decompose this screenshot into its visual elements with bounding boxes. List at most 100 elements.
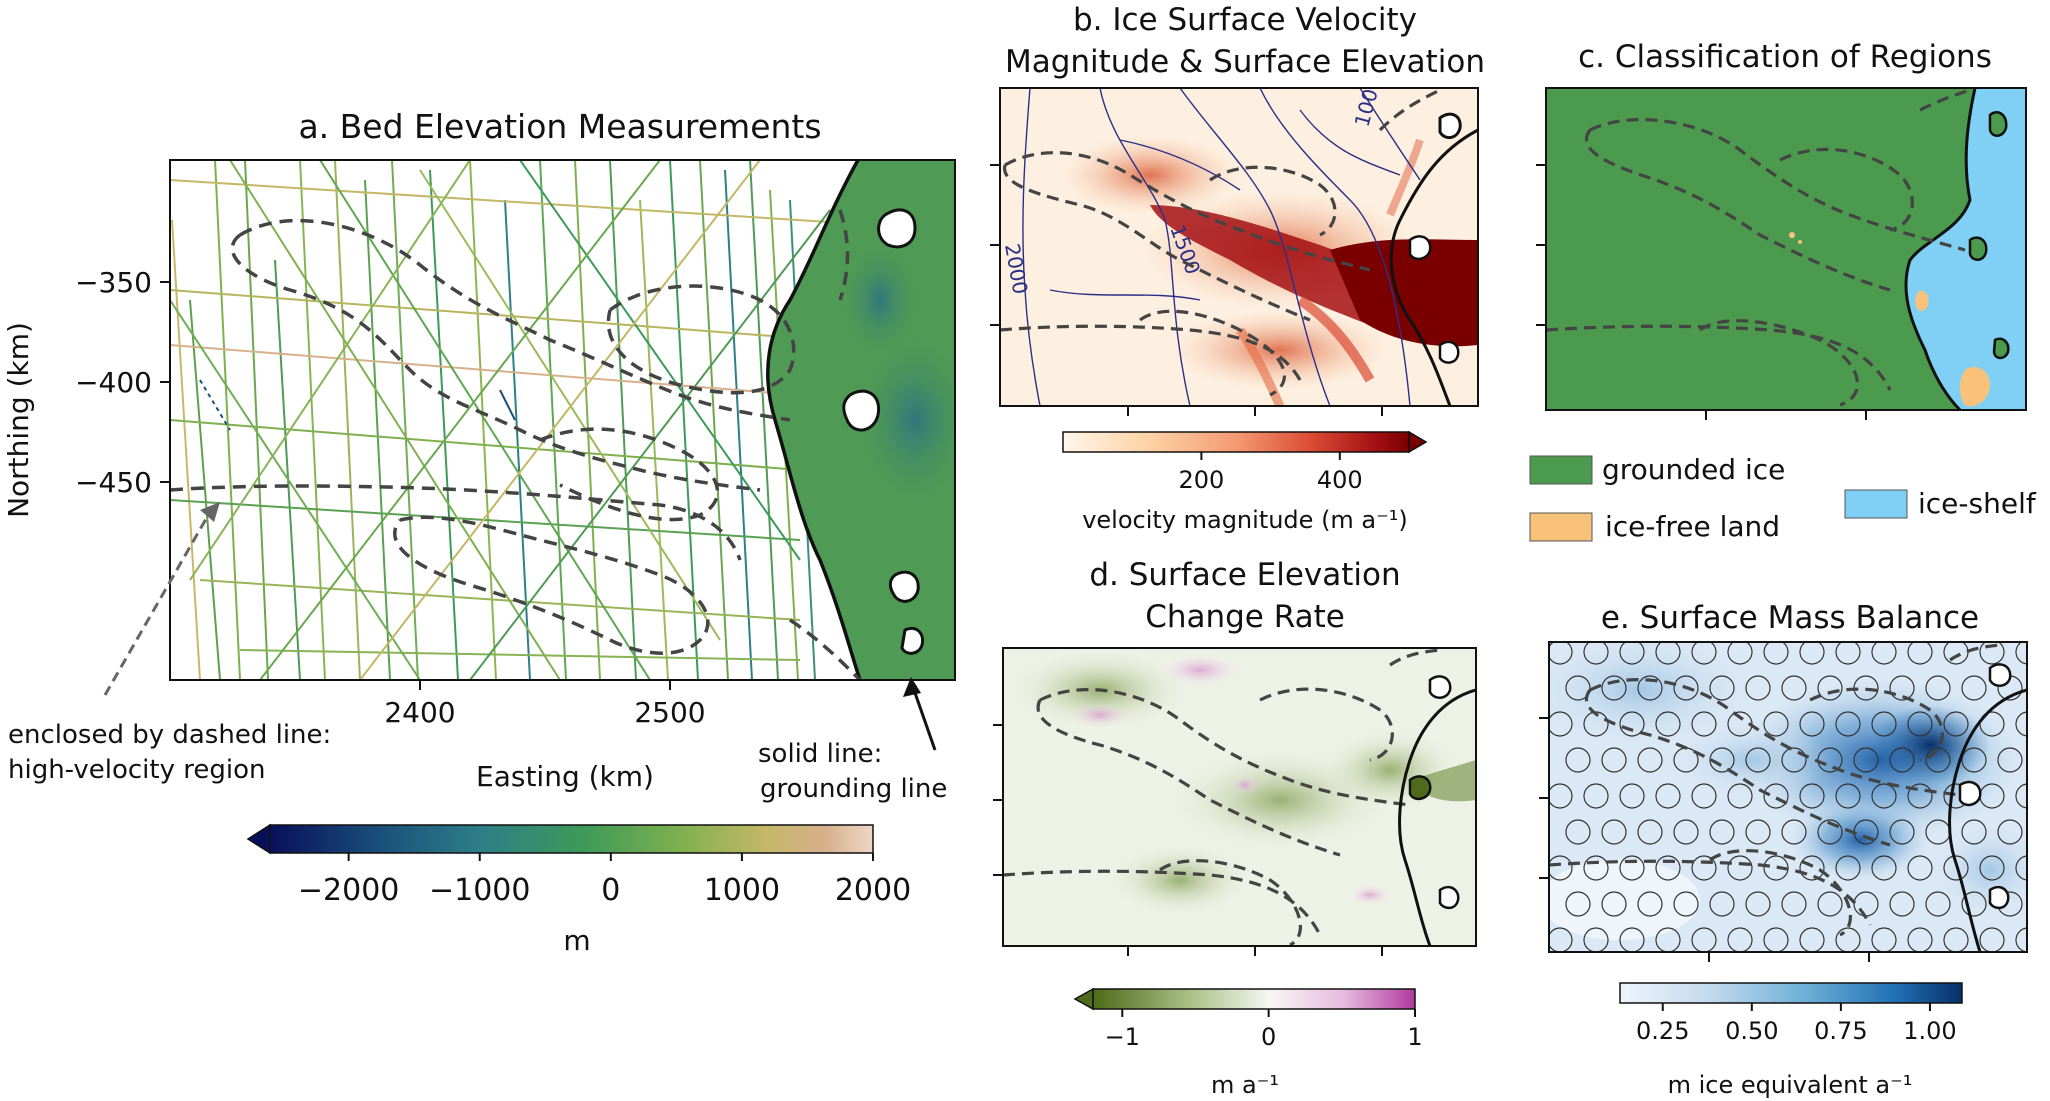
smb-station-marker <box>1997 747 2023 773</box>
smb-station-marker <box>1655 642 1681 665</box>
panel-b: b. Ice Surface Velocity Magnitude & Surf… <box>990 2 1485 534</box>
smb-station-marker <box>2034 676 2050 700</box>
colorbar-tick-label: 0.50 <box>1725 1017 1778 1045</box>
colorbar-tick-label: 0.75 <box>1814 1017 1867 1045</box>
smb-station-marker <box>1817 819 1843 845</box>
smb-station-marker <box>1799 642 1825 665</box>
surface-elevation-contours <box>1022 88 1421 406</box>
smb-station-marker <box>1871 642 1897 665</box>
annotation-high-velocity: enclosed by dashed line: high-velocity r… <box>8 502 331 785</box>
smb-station-marker <box>1763 927 1789 952</box>
smb-station-marker <box>1835 927 1861 952</box>
panel-b-title-line1: b. Ice Surface Velocity <box>1073 2 1417 38</box>
panel-e-colorbar: 0.25 0.50 0.75 1.00 m ice equivalent a⁻¹ <box>1619 982 1963 1099</box>
annotation-high-velocity-line2: high-velocity region <box>8 755 265 785</box>
nunatak <box>877 208 917 249</box>
smb-station-marker <box>1691 927 1717 952</box>
panel-b-map: 1000 1500 2000 <box>1000 88 1478 406</box>
colorbar-tick-label: 1 <box>1407 1023 1422 1051</box>
smb-station-marker <box>1709 819 1735 845</box>
colorbar-tick-label: 2000 <box>835 873 911 908</box>
smb-station-marker <box>1691 711 1717 737</box>
legend-swatch-ice-shelf <box>1844 489 1908 519</box>
panel-a-colorbar: −2000 −1000 0 1000 2000 m <box>246 823 911 957</box>
smb-station-marker <box>1817 675 1843 701</box>
panel-b-ticks <box>990 164 1383 416</box>
smb-station-marker <box>1979 927 2005 952</box>
panel-d-ticks <box>993 724 1383 956</box>
smb-station-marker <box>1781 891 1807 917</box>
smb-station-marker <box>1763 783 1789 809</box>
smb-station-marker <box>1549 642 1573 665</box>
legend-label-grounded-ice: grounded ice <box>1602 453 1785 486</box>
smb-station-marker <box>1673 891 1699 917</box>
smb-station-marker <box>1943 711 1969 737</box>
smb-station-marker <box>1549 855 1573 881</box>
smb-station-marker <box>1655 855 1681 881</box>
annotation-high-velocity-line1: enclosed by dashed line: <box>8 720 331 750</box>
smb-stations <box>1549 642 2050 952</box>
smb-station-marker <box>1889 819 1915 845</box>
smb-station-marker <box>2034 748 2050 772</box>
smb-station-marker <box>1907 783 1933 809</box>
panel-a-xlabel: Easting (km) <box>476 760 654 793</box>
smb-station-marker <box>1709 747 1735 773</box>
smb-station-marker <box>1727 855 1753 881</box>
smb-station-marker <box>1673 819 1699 845</box>
smb-station-marker <box>1619 855 1645 881</box>
annotation-grounding-line: solid line: grounding line <box>758 677 947 804</box>
smb-station-marker <box>1979 855 2005 881</box>
smb-station-marker <box>1961 747 1987 773</box>
smb-station-marker <box>1745 819 1771 845</box>
panel-c-frame <box>1545 87 2027 411</box>
smb-station-marker <box>2015 783 2027 809</box>
smb-station-marker <box>1619 711 1645 737</box>
smb-station-marker <box>1565 675 1591 701</box>
ice-shelf-region <box>1905 88 2026 410</box>
smb-station-marker <box>1601 675 1627 701</box>
smb-station-marker <box>1781 747 1807 773</box>
panel-c: c. Classification of Regions <box>1529 39 2037 543</box>
colorbar-tick-label: 1.00 <box>1903 1017 1956 1045</box>
high-velocity-outline <box>1546 88 1971 407</box>
smb-station-marker <box>1601 891 1627 917</box>
panel-b-frame <box>999 87 1479 407</box>
smb-station-marker <box>1961 819 1987 845</box>
panel-a-xticks: 2400 2500 <box>384 680 706 729</box>
smb-station-marker <box>2015 855 2027 881</box>
smb-station-marker <box>1961 675 1987 701</box>
panel-d-title-line2: Change Rate <box>1145 599 1345 635</box>
smb-station-marker <box>1601 819 1627 845</box>
panel-a-ylabel: Northing (km) <box>2 322 35 518</box>
smb-station-marker <box>1709 675 1735 701</box>
smb-station-marker <box>1763 711 1789 737</box>
smb-station-marker <box>1619 642 1645 665</box>
legend-item-ice-free-land: ice-free land <box>1529 510 1780 543</box>
panel-e-ticks <box>1539 717 1870 962</box>
smb-station-marker <box>1745 747 1771 773</box>
smb-station-marker <box>1637 819 1663 845</box>
smb-station-marker <box>1655 927 1681 952</box>
smb-station-marker <box>1727 783 1753 809</box>
smb-station-marker <box>1907 711 1933 737</box>
panel-b-title-line2: Magnitude & Surface Elevation <box>1005 44 1485 80</box>
smb-station-marker <box>1709 891 1735 917</box>
smb-station-marker <box>1655 783 1681 809</box>
panel-e-colorbar-label: m ice equivalent a⁻¹ <box>1668 1071 1913 1099</box>
nunatak <box>842 389 881 432</box>
panel-e-title: e. Surface Mass Balance <box>1601 600 1979 636</box>
nunatak <box>900 626 925 655</box>
colorbar-tick-label: 0 <box>601 873 620 908</box>
panel-a-frame <box>169 159 956 681</box>
panel-d: d. Surface Elevation Change Rate <box>993 557 1477 1099</box>
colorbar-tick-label: 200 <box>1178 466 1224 494</box>
panel-a: a. Bed Elevation Measurements <box>2 107 956 957</box>
panel-a-colorbar-label: m <box>563 924 590 957</box>
colorbar-tick-label: 1000 <box>704 873 780 908</box>
smb-station-marker <box>1565 891 1591 917</box>
smb-station-marker <box>1691 783 1717 809</box>
colorbar-tick-label: −1 <box>1105 1023 1140 1051</box>
panel-d-colorbar: −1 0 1 m a⁻¹ <box>1073 987 1423 1099</box>
smb-station-marker <box>1907 855 1933 881</box>
smb-station-marker <box>1565 819 1591 845</box>
